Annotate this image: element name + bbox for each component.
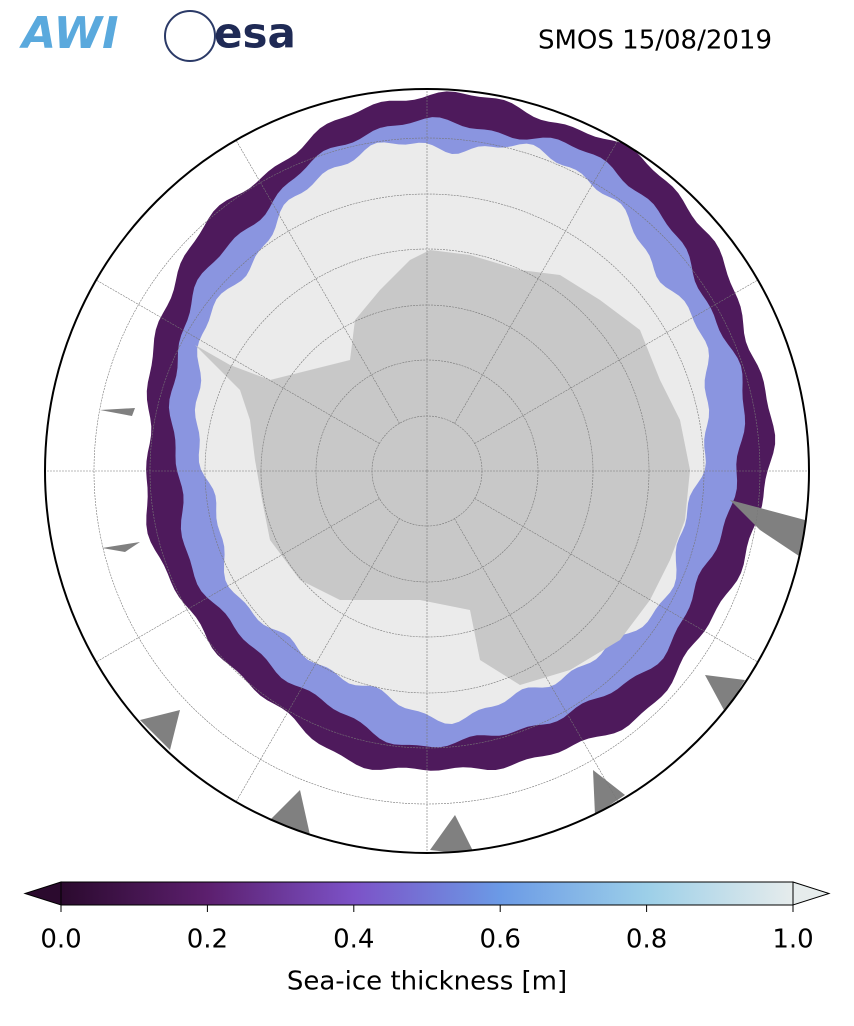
map-title: SMOS 15/08/2019 (538, 26, 772, 56)
meridian (454, 124, 628, 424)
meridian (80, 498, 380, 672)
meridian (80, 270, 380, 444)
awi-logo: AWI (19, 8, 119, 59)
esa-logo: esa (214, 9, 296, 58)
meridian (454, 518, 628, 818)
map (45, 89, 809, 853)
map-frame (44, 88, 810, 854)
meridian (474, 498, 774, 672)
colorbar-tick-label: 0.0 (40, 925, 81, 955)
colorbar-extend-high (792, 881, 831, 906)
antarctica (195, 250, 690, 685)
graticule (45, 89, 809, 853)
colorbar-tick-label: 1.0 (772, 925, 813, 955)
meridian (474, 270, 774, 444)
colorbar-gradient (61, 882, 793, 905)
colorbar-extend-low (23, 881, 62, 906)
colorbar-tick-label: 0.4 (333, 925, 374, 955)
colorbar-tick-label: 0.6 (480, 925, 521, 955)
esa-emblem (164, 10, 216, 62)
colorbar-tick-label: 0.8 (626, 925, 667, 955)
colorbar-frame (60, 881, 794, 906)
meridian (226, 124, 400, 424)
colorbar-tick-label: 0.2 (187, 925, 228, 955)
colorbar (23, 881, 831, 912)
colorbar-label: Sea-ice thickness [m] (287, 967, 567, 997)
meridian (226, 518, 400, 818)
